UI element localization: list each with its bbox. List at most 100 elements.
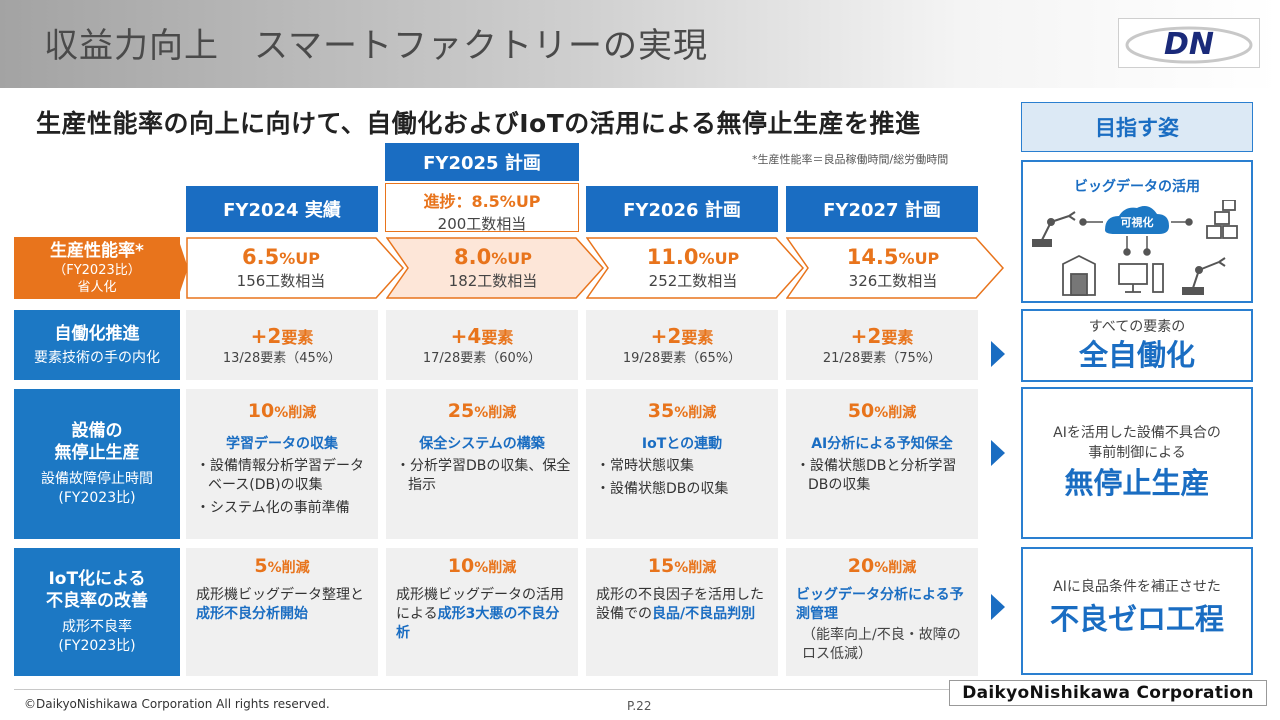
productivity-unit: %UP (279, 249, 320, 268)
row-label-title: 設備の (71, 421, 123, 441)
robot-arm-icon (1032, 211, 1076, 247)
goal-nonstop-production: AIを活用した設備不具合の 事前制御による 無停止生産 (1021, 387, 1253, 539)
reduction-unit: %削減 (874, 405, 917, 421)
goal-caption: AIを活用した設備不具合の (1053, 425, 1221, 441)
iot-description: 成形機ビッグデータの活用による成形3大悪の不良分析 (386, 580, 578, 643)
definition-note: *生産性能率＝良品稼働時間/総労働時間 (752, 153, 949, 166)
productivity-unit: %UP (491, 249, 532, 268)
row-label-automation: 自働化推進 要素技術の手の内化 (14, 310, 180, 380)
iot-cell-fy2024: 5%削減 成形機ビッグデータ整理と成形不良分析開始 (186, 548, 378, 676)
reduction-value: 10 (247, 400, 275, 422)
computer-icon (1118, 263, 1164, 293)
element-count: +2 (650, 324, 682, 348)
bullet-item: ・設備情報分析学習データベース(DB)の収集 (196, 458, 364, 493)
progress-workload: 200工数相当 (437, 215, 527, 233)
goal-title: 全自働化 (1078, 338, 1195, 372)
row-label-title: IoT化による (48, 569, 146, 589)
equipment-cell-fy2024: 10%削減 学習データの収集 ・設備情報分析学習データベース(DB)の収集 ・シ… (186, 389, 378, 539)
bullet-item: ・分析学習DBの収集、保全指示 (396, 458, 571, 493)
goal-full-automation: すべての要素の 全自働化 (1021, 309, 1253, 382)
svg-text:可視化: 可視化 (1121, 215, 1154, 229)
reduction-value: 50 (847, 400, 875, 422)
arrow-right-icon (991, 440, 1005, 466)
goal-caption: 事前制御による (1088, 445, 1186, 461)
productivity-cell-fy2026: 11.0%UP 252工数相当 (586, 237, 806, 299)
productivity-cell-fy2025: 8.0%UP 182工数相当 (386, 237, 606, 299)
page-subtitle: 生産性能率の向上に向けて、自働化およびIoTの活用による無停止生産を推進 (36, 109, 921, 138)
productivity-value: 6.5 (242, 245, 280, 269)
goal-heading: 目指す姿 (1021, 102, 1253, 152)
column-header-fy2024: FY2024 実績 (186, 186, 378, 232)
element-unit: 要素 (681, 328, 714, 347)
arrow-right-icon (991, 594, 1005, 620)
page-number: P.22 (627, 699, 652, 713)
bigdata-illustration: 可視化 (1032, 200, 1238, 296)
row-label-sub: 要素技術の手の内化 (34, 349, 160, 366)
row-label-sub: (FY2023比) (58, 638, 136, 654)
productivity-workload: 156工数相当 (236, 272, 326, 290)
warehouse-icon (1062, 254, 1096, 296)
row-label-sub: 設備故障停止時間 (41, 471, 153, 487)
row-label-title: 生産性能率* (50, 241, 144, 261)
bullet-text: 常時状態収集 (610, 458, 694, 474)
bullet-item: ・常時状態収集 (596, 458, 694, 474)
row-label-title: 無停止生産 (54, 443, 140, 463)
bullet-text: 設備状態DBの収集 (610, 481, 729, 497)
bullet-text: システム化の事前準備 (210, 500, 350, 516)
copyright: ©DaikyoNishikawa Corporation All rights … (24, 697, 330, 711)
row-label-sub: 省人化 (77, 280, 117, 295)
bigdata-panel: ビッグデータの活用 可視化 (1021, 160, 1253, 303)
productivity-workload: 182工数相当 (448, 272, 538, 290)
automation-cell-fy2024: +2要素 13/28要素（45%） (186, 310, 378, 380)
row-label-sub: 成形不良率 (62, 619, 132, 635)
iot-cell-fy2026: 15%削減 成形の不良因子を活用した設備での良品/不良品判別 (586, 548, 778, 676)
element-count: +2 (850, 324, 882, 348)
element-progress: 19/28要素（65%） (622, 351, 742, 366)
goal-title: 不良ゼロ工程 (1049, 602, 1224, 636)
bullet-item: ・システム化の事前準備 (196, 500, 350, 516)
row-label-title: 不良率の改善 (46, 591, 148, 611)
chevron-shape (786, 237, 1005, 299)
iot-note-text: （能率向上/不良・故障のロス低減） (802, 627, 961, 662)
dn-logo-icon: DN (1125, 26, 1253, 64)
orange-pointer-icon (180, 244, 188, 292)
initiative-heading: AI分析による予知保全 (811, 436, 953, 452)
row-label-title: 自働化推進 (54, 323, 140, 344)
productivity-cell-fy2024: 6.5%UP 156工数相当 (186, 237, 406, 299)
element-count: +4 (450, 324, 482, 348)
chevron-shape (586, 237, 805, 299)
reduction-unit: %削減 (267, 560, 310, 576)
element-unit: 要素 (281, 328, 314, 347)
element-progress: 21/28要素（75%） (822, 351, 942, 366)
title-bar (0, 0, 1280, 88)
goal-caption: AIに良品条件を補正させた (1053, 579, 1221, 595)
equipment-cell-fy2026: 35%削減 IoTとの連動 ・常時状態収集 ・設備状態DBの収集 (586, 389, 778, 539)
row-label-iot: IoT化による 不良率の改善 成形不良率 (FY2023比) (14, 548, 180, 676)
iot-highlight-text: 良品/不良品判別 (652, 606, 756, 622)
reduction-unit: %削減 (874, 560, 917, 576)
reduction-unit: %削減 (474, 405, 517, 421)
iot-plain-text: 成形の不良因子を活用した設備での (596, 587, 764, 622)
equipment-cell-fy2027: 50%削減 AI分析による予知保全 ・設備状態DBと分析学習DBの収集 (786, 389, 978, 539)
robot-arm-icon (1182, 257, 1226, 295)
reduction-value: 5 (254, 555, 268, 577)
bullet-text: 分析学習DBの収集、保全指示 (408, 458, 571, 493)
chevron-shape (186, 237, 405, 299)
goal-zero-defect: AIに良品条件を補正させた 不良ゼロ工程 (1021, 547, 1253, 675)
element-unit: 要素 (881, 328, 914, 347)
element-progress: 17/28要素（60%） (422, 351, 542, 366)
svg-text:DN: DN (1164, 27, 1214, 62)
reduction-value: 35 (647, 400, 675, 422)
productivity-workload: 252工数相当 (648, 272, 738, 290)
footer-divider (14, 689, 949, 690)
productivity-cell-fy2027: 14.5%UP 326工数相当 (786, 237, 1006, 299)
initiative-heading: 学習データの収集 (226, 436, 338, 452)
iot-highlight-text: 成形3大悪の不良分析 (396, 606, 560, 641)
column-header-fy2026: FY2026 計画 (586, 186, 778, 232)
reduction-unit: %削減 (474, 560, 517, 576)
bullet-text: 設備状態DBと分析学習DBの収集 (808, 458, 957, 493)
initiative-heading: IoTとの連動 (641, 436, 723, 452)
productivity-value: 11.0 (646, 245, 699, 269)
row-label-equipment: 設備の 無停止生産 設備故障停止時間 (FY2023比) (14, 389, 180, 539)
iot-description: 成形機ビッグデータ整理と成形不良分析開始 (186, 580, 378, 624)
